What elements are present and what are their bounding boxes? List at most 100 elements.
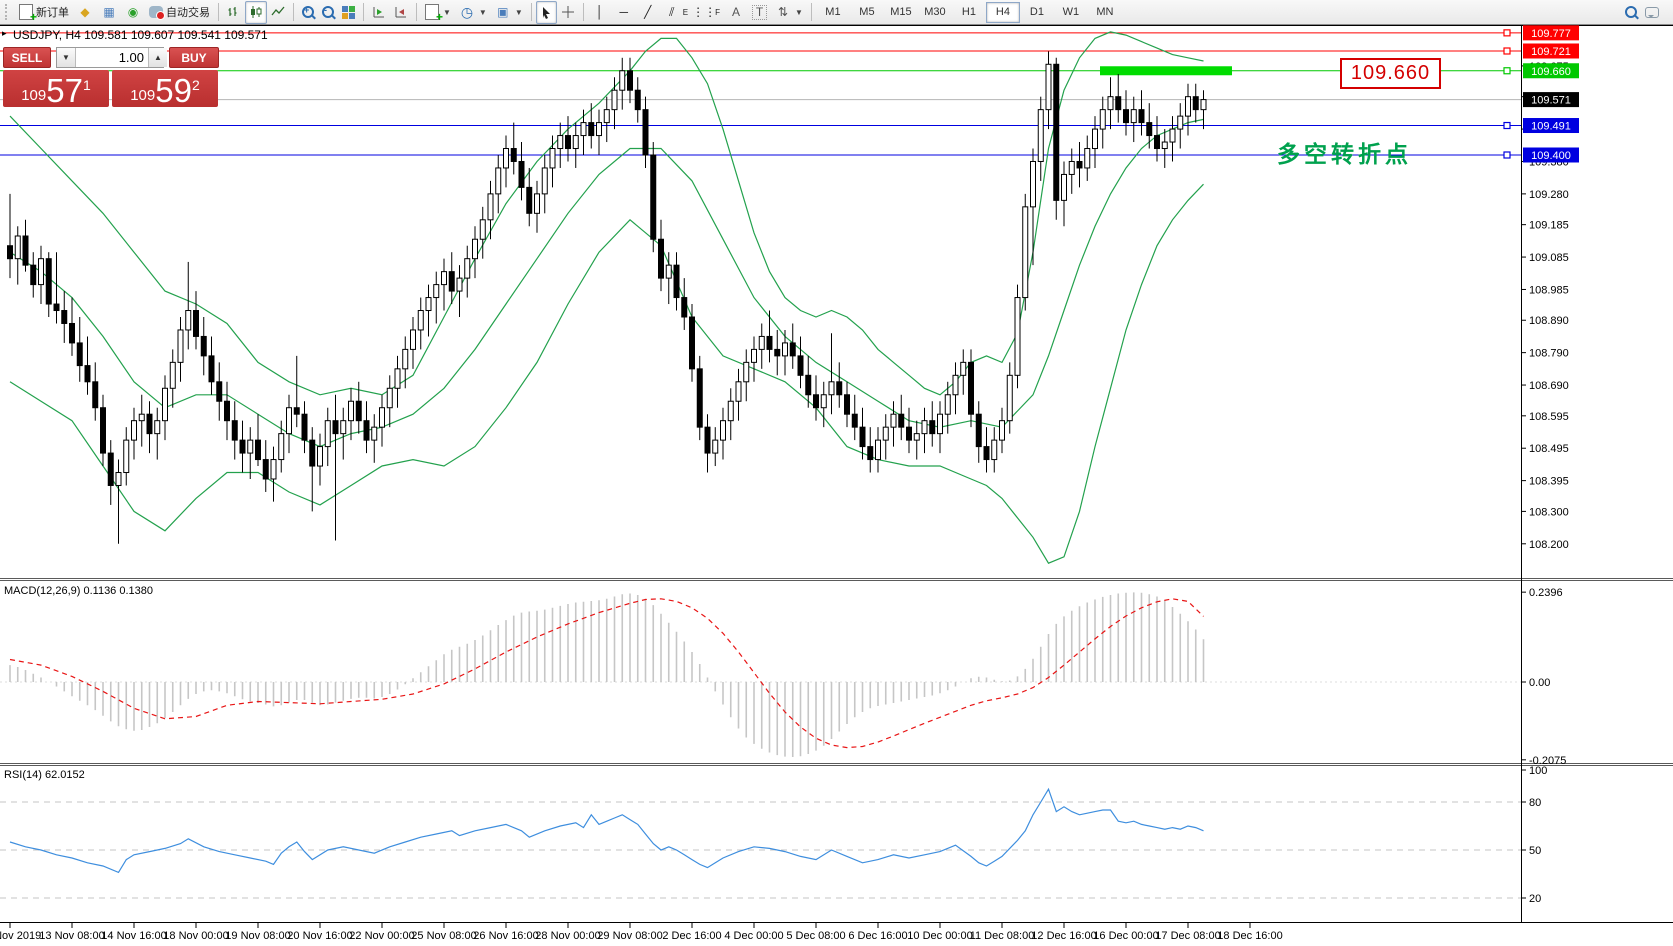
svg-text:26 Nov 16:00: 26 Nov 16:00 [473, 930, 538, 942]
signal-icon: ◉ [127, 5, 139, 19]
timeframe-h1-button[interactable]: H1 [961, 6, 976, 18]
vertical-line-icon: │ [596, 5, 604, 19]
turning-point-annotation[interactable]: 多空转折点 [1277, 141, 1412, 167]
buy-price-big: 59 [155, 72, 192, 109]
svg-text:109.777: 109.777 [1531, 28, 1571, 40]
timeframe-m30-button[interactable]: M30 [924, 6, 946, 18]
candlestick-chart-icon [251, 6, 262, 18]
channel-button[interactable]: ⫽ E [660, 1, 692, 24]
svg-text:0.00: 0.00 [1529, 677, 1550, 689]
timeframe-w1-button[interactable]: W1 [1062, 6, 1080, 18]
signal-button[interactable]: ◉ [121, 1, 145, 24]
text-tool-button[interactable]: A [724, 1, 748, 24]
crosshair-icon [561, 6, 574, 18]
arrows-dropdown-icon: ▼ [795, 7, 803, 17]
search-button[interactable] [1621, 1, 1641, 24]
text-tool-icon: A [731, 5, 740, 19]
cursor-button[interactable] [535, 0, 557, 24]
crosshair-button[interactable] [557, 1, 579, 24]
chart-shift-button[interactable] [390, 1, 412, 24]
svg-text:16 Dec 00:00: 16 Dec 00:00 [1093, 930, 1158, 942]
volume-decrease-button[interactable]: ▼ [57, 48, 76, 67]
buy-price-sup: 2 [191, 77, 200, 93]
svg-text:108.690: 108.690 [1529, 380, 1569, 392]
svg-text:109.571: 109.571 [1531, 95, 1571, 107]
svg-text:109.280: 109.280 [1529, 189, 1569, 201]
new-order-icon [19, 4, 37, 24]
fibonacci-button[interactable]: ⋮⋮ F [692, 1, 724, 24]
zoom-out-button[interactable]: - [318, 1, 338, 24]
vertical-line-button[interactable]: │ [588, 1, 612, 24]
new-order-button[interactable]: 新订单 [15, 1, 73, 24]
sell-price-display[interactable]: 109 57 1 [3, 70, 109, 107]
svg-text:4 Dec 00:00: 4 Dec 00:00 [724, 930, 783, 942]
autotrade-label: 自动交易 [166, 7, 210, 19]
zoom-in-button[interactable]: + [298, 1, 318, 24]
svg-text:109.491: 109.491 [1531, 121, 1571, 133]
price-level-tag[interactable]: 109.660 [1340, 58, 1441, 89]
svg-text:11 Dec 08:00: 11 Dec 08:00 [970, 930, 1035, 942]
svg-text:17 Dec 08:00: 17 Dec 08:00 [1155, 930, 1220, 942]
market-watch-button[interactable]: ◆ [73, 1, 97, 24]
svg-text:14 Nov 16:00: 14 Nov 16:00 [101, 930, 166, 942]
arrows-tool-button[interactable]: ⇅ ▼ [771, 1, 807, 24]
indicators-dropdown-icon: ▼ [443, 7, 451, 17]
svg-text:109.721: 109.721 [1531, 46, 1571, 58]
timeframe-m1-button[interactable]: M1 [825, 6, 841, 18]
candlestick-chart-button[interactable] [245, 0, 267, 24]
volume-input[interactable] [76, 48, 148, 67]
periods-dropdown-icon: ▼ [478, 7, 487, 17]
periods-button[interactable]: ◷ ▼ [455, 1, 491, 24]
sell-button[interactable]: SELL [3, 47, 51, 68]
trendline-icon: ╱ [644, 5, 652, 19]
volume-increase-button[interactable]: ▲ [148, 48, 167, 67]
svg-text:109.400: 109.400 [1531, 150, 1571, 162]
svg-text:-0.2075: -0.2075 [1529, 755, 1566, 767]
svg-text:109.185: 109.185 [1529, 220, 1569, 232]
svg-text:50: 50 [1529, 845, 1541, 857]
buy-price-small: 109 [130, 87, 156, 104]
horizontal-line-button[interactable]: ─ [612, 1, 636, 24]
data-window-button[interactable]: ▦ [97, 1, 121, 24]
indicators-button[interactable]: ▼ [421, 1, 455, 24]
subwindow-collapse-arrow[interactable]: ▸ [2, 28, 7, 38]
volume-stepper: ▼ ▲ [56, 47, 167, 68]
tile-windows-button[interactable] [338, 1, 359, 24]
label-tool-button[interactable]: T [748, 1, 771, 24]
main-toolbar: 新订单 ◆ ▦ ◉ 自动交易 [0, 0, 1673, 25]
timeframe-h4-button[interactable]: H4 [985, 1, 1020, 23]
buy-button[interactable]: BUY [169, 47, 219, 68]
search-icon [1625, 6, 1637, 18]
svg-text:0.2396: 0.2396 [1529, 587, 1563, 599]
chart-title: USDJPY, H4 109.581 109.607 109.541 109.5… [13, 28, 268, 42]
timeframe-d1-button[interactable]: D1 [1029, 6, 1044, 18]
svg-text:18 Dec 16:00: 18 Dec 16:00 [1217, 930, 1282, 942]
sell-price-big: 57 [46, 72, 83, 109]
chat-button[interactable] [1641, 1, 1663, 24]
trendline-button[interactable]: ╱ [636, 1, 660, 24]
timeframe-m5-button[interactable]: M5 [859, 6, 875, 18]
autotrade-button[interactable]: 自动交易 [145, 1, 214, 24]
svg-text:108.890: 108.890 [1529, 315, 1569, 327]
svg-text:22 Nov 00:00: 22 Nov 00:00 [349, 930, 414, 942]
templates-button[interactable]: ▣ ▼ [491, 1, 527, 24]
timeframe-mn-button[interactable]: MN [1096, 6, 1114, 18]
line-chart-button[interactable] [267, 1, 289, 24]
svg-text:12 Dec 16:00: 12 Dec 16:00 [1031, 930, 1096, 942]
clock-icon: ◷ [460, 3, 474, 20]
svg-text:20: 20 [1529, 893, 1541, 905]
template-icon: ▣ [497, 5, 509, 19]
line-chart-icon [271, 6, 285, 16]
buy-price-display[interactable]: 109 59 2 [112, 70, 218, 107]
indicators-add-icon [425, 4, 443, 24]
timeframe-m15-button[interactable]: M15 [890, 6, 912, 18]
timeframe-toolbar: M1 M5 M15 M30 H1 H4 D1 W1 MN [816, 1, 1122, 23]
data-window-icon: ▦ [103, 5, 115, 19]
channel-label: E [682, 7, 689, 17]
bar-chart-button[interactable] [223, 1, 245, 24]
auto-scroll-button[interactable] [368, 1, 390, 24]
chat-icon [1645, 6, 1659, 18]
svg-text:109.660: 109.660 [1531, 66, 1571, 78]
